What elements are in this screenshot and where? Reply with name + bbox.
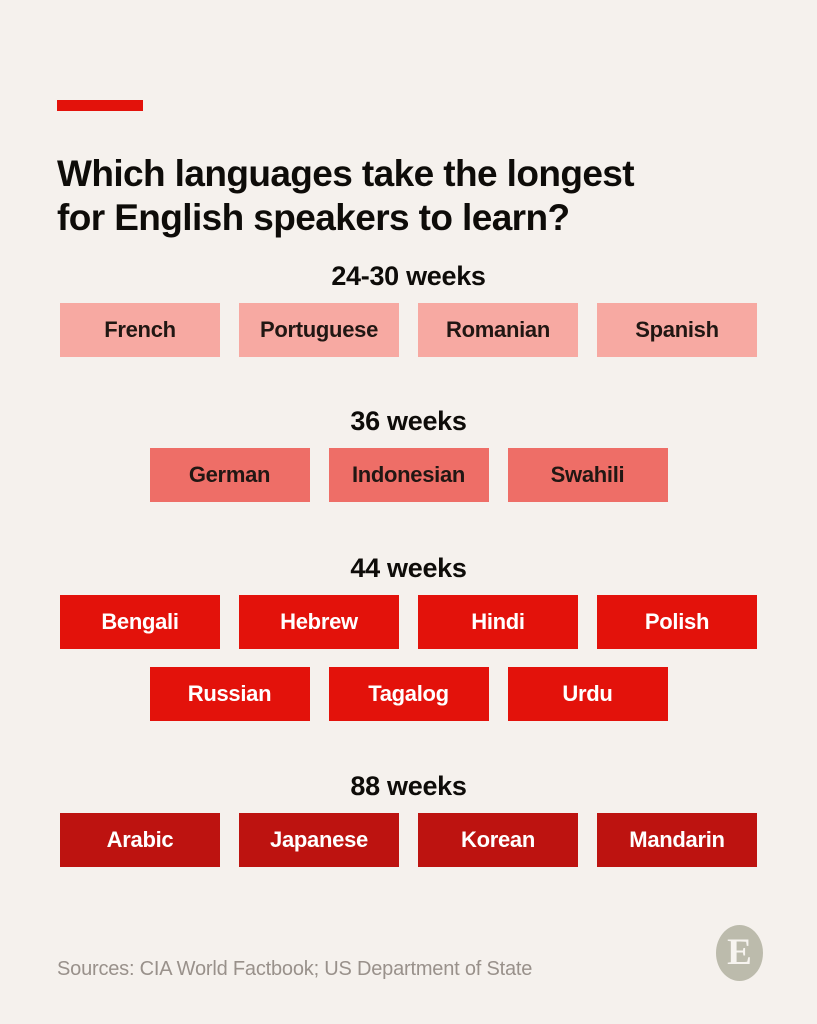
economist-logo-letter: E	[727, 931, 752, 973]
group-88-weeks: 88 weeks Arabic Japanese Korean Mandarin	[0, 772, 817, 867]
language-tile-indonesian: Indonesian	[328, 448, 489, 502]
language-tile-russian: Russian	[149, 667, 310, 721]
group-tile-rows: French Portuguese Romanian Spanish	[0, 303, 817, 357]
group-44-weeks: 44 weeks Bengali Hebrew Hindi Polish Russian…	[0, 554, 817, 721]
group-duration-label: 24-30 weeks	[331, 261, 486, 291]
economist-logo: E	[716, 925, 763, 981]
language-tile-hindi: Hindi	[418, 595, 578, 649]
tile-row: Bengali Hebrew Hindi Polish	[0, 595, 817, 649]
page-title: Which languages take the longest for Eng…	[57, 152, 635, 238]
group-tile-rows: Bengali Hebrew Hindi Polish Russian Tagalog Ur…	[0, 595, 817, 721]
language-tile-french: French	[60, 303, 220, 357]
group-36-weeks: 36 weeks German Indonesian Swahili	[0, 407, 817, 502]
language-tile-korean: Korean	[418, 813, 578, 867]
group-duration-label: 44 weeks	[350, 553, 467, 583]
language-tile-mandarin: Mandarin	[597, 813, 757, 867]
language-tile-bengali: Bengali	[60, 595, 220, 649]
language-tile-romanian: Romanian	[418, 303, 578, 357]
language-tile-german: German	[149, 448, 310, 502]
language-tile-portuguese: Portuguese	[239, 303, 399, 357]
language-tile-tagalog: Tagalog	[328, 667, 489, 721]
tile-row: Russian Tagalog Urdu	[0, 667, 817, 721]
accent-kicker-bar	[57, 100, 143, 111]
language-tile-swahili: Swahili	[507, 448, 668, 502]
language-tile-spanish: Spanish	[597, 303, 757, 357]
language-tile-hebrew: Hebrew	[239, 595, 399, 649]
language-tile-polish: Polish	[597, 595, 757, 649]
group-tile-rows: German Indonesian Swahili	[0, 448, 817, 502]
group-duration-label: 36 weeks	[350, 406, 467, 436]
tile-row: Arabic Japanese Korean Mandarin	[0, 813, 817, 867]
language-tile-japanese: Japanese	[239, 813, 399, 867]
group-tile-rows: Arabic Japanese Korean Mandarin	[0, 813, 817, 867]
sources-text: Sources: CIA World Factbook; US Departme…	[57, 958, 533, 980]
language-tile-arabic: Arabic	[60, 813, 220, 867]
tile-row: German Indonesian Swahili	[0, 448, 817, 502]
tile-row: French Portuguese Romanian Spanish	[0, 303, 817, 357]
group-duration-label: 88 weeks	[350, 771, 467, 801]
language-tile-urdu: Urdu	[507, 667, 668, 721]
group-24-30-weeks: 24-30 weeks French Portuguese Romanian Span…	[0, 262, 817, 357]
